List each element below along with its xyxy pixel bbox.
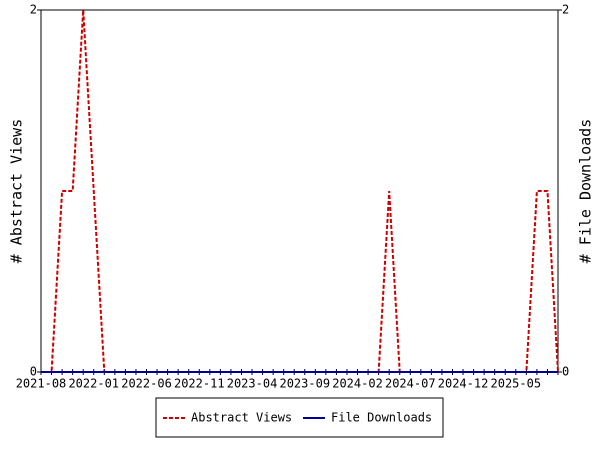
x-tick-label: 2022-06 bbox=[121, 377, 172, 391]
legend-label: Abstract Views bbox=[191, 411, 292, 425]
legend bbox=[155, 397, 444, 438]
y2-axis-title: # File Downloads bbox=[577, 119, 595, 264]
x-tick-label: 2022-11 bbox=[174, 377, 225, 391]
legend-label: File Downloads bbox=[331, 411, 432, 425]
x-tick-label: 2021-08 bbox=[16, 377, 67, 391]
y2-tick-label: 0 bbox=[562, 365, 569, 379]
plot-frame bbox=[40, 9, 559, 373]
x-tick-label: 2024-12 bbox=[438, 377, 489, 391]
x-tick-label: 2025-05 bbox=[491, 377, 542, 391]
x-tick-label: 2024-02 bbox=[332, 377, 383, 391]
x-tick-label: 2023-09 bbox=[279, 377, 330, 391]
y-tick-label: 2 bbox=[30, 3, 37, 17]
x-tick-label: 2022-01 bbox=[68, 377, 119, 391]
y2-tick-label: 2 bbox=[562, 3, 569, 17]
y-tick-label: 0 bbox=[30, 365, 37, 379]
y-axis-title: # Abstract Views bbox=[8, 119, 26, 264]
x-tick-label: 2023-04 bbox=[227, 377, 278, 391]
x-tick-label: 2024-07 bbox=[385, 377, 436, 391]
